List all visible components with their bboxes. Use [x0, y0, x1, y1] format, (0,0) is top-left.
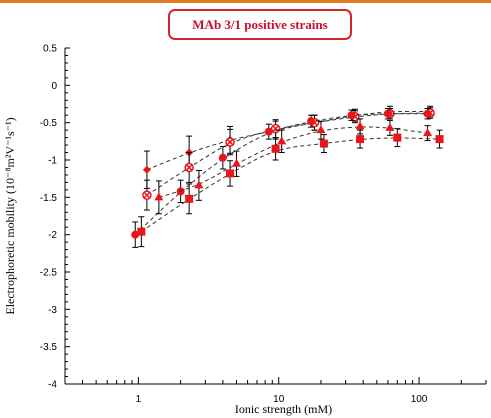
data-point [347, 111, 356, 120]
series-trend-line [146, 112, 431, 196]
y-tick-label: -1.5 [40, 193, 58, 204]
data-point [154, 192, 164, 201]
series-trend-line [146, 110, 431, 171]
data-point [131, 230, 140, 239]
data-point [194, 180, 204, 189]
data-point [185, 194, 194, 203]
x-axis-label: Ionic strength (mM) [235, 402, 332, 416]
data-point [142, 165, 151, 174]
y-tick-label: -2 [48, 230, 57, 241]
data-point [355, 121, 365, 130]
y-axis-label: Electrophoretic mobility (10⁻⁸m²V⁻¹s⁻¹) [3, 117, 17, 314]
y-tick-label: -4 [48, 380, 57, 391]
series-3 [131, 107, 432, 248]
data-point-cross [143, 191, 151, 199]
y-tick-label: -0.5 [40, 118, 58, 129]
data-point [264, 127, 273, 136]
data-point-cross [272, 125, 280, 133]
data-point [435, 135, 444, 144]
series-trend-line [158, 126, 428, 198]
data-point [423, 109, 432, 118]
series-5 [137, 128, 444, 248]
data-point [383, 109, 392, 118]
data-point [316, 125, 326, 134]
data-point [423, 128, 433, 137]
y-tick-label: 0.5 [43, 44, 57, 55]
data-point [277, 136, 287, 145]
y-tick-label: -2.5 [40, 268, 58, 279]
data-point [271, 144, 280, 153]
data-point [231, 158, 241, 167]
y-tick-label: -3.5 [40, 342, 58, 353]
series-2 [142, 107, 435, 211]
data-point [218, 153, 227, 162]
series-trend-line [141, 137, 440, 233]
data-point [137, 227, 146, 236]
data-point [226, 169, 235, 178]
series-trend-line [134, 113, 428, 236]
x-tick-label: 10 [273, 394, 285, 405]
y-tick-label: 0 [51, 81, 57, 92]
chart-title: MAb 3/1 positive strains [192, 16, 328, 32]
y-tick-label: -1 [48, 156, 57, 167]
top-accent-bar [0, 0, 491, 3]
series-4 [154, 118, 433, 215]
x-tick-label: 1 [136, 394, 142, 405]
data-point-cross [185, 163, 193, 171]
data-point [393, 133, 402, 142]
data-point [356, 135, 365, 144]
data-point [385, 122, 395, 131]
data-point [307, 117, 316, 126]
chart-title-box: MAb 3/1 positive strains [168, 9, 352, 40]
data-point-cross [226, 138, 234, 146]
data-point [176, 187, 185, 196]
y-tick-label: -3 [48, 305, 57, 316]
data-point [319, 139, 328, 148]
x-tick-label: 100 [411, 394, 428, 405]
